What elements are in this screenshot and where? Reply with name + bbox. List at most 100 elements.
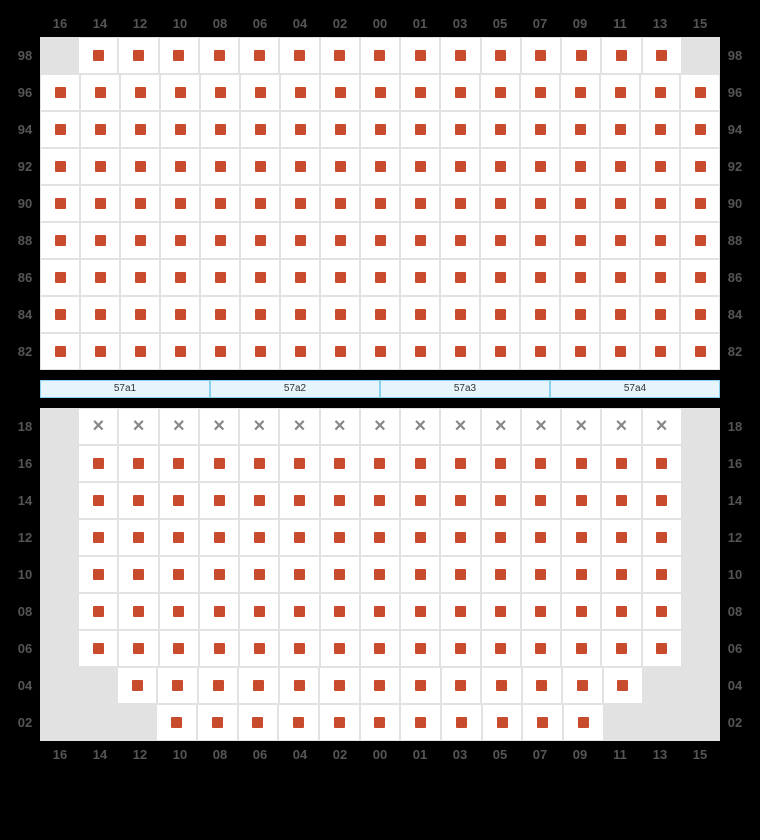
seat-cell[interactable]	[360, 556, 400, 593]
seat-cell[interactable]	[440, 37, 480, 74]
seat-cell[interactable]	[441, 667, 481, 704]
seat-cell[interactable]	[680, 185, 720, 222]
seat-cell[interactable]	[560, 222, 600, 259]
seat-cell[interactable]: ×	[440, 408, 480, 445]
seat-cell[interactable]	[159, 482, 199, 519]
seat-cell[interactable]	[440, 296, 480, 333]
seat-cell[interactable]	[563, 704, 604, 741]
seat-cell[interactable]	[360, 482, 400, 519]
seat-cell[interactable]	[199, 593, 239, 630]
seat-cell[interactable]	[279, 519, 319, 556]
seat-cell[interactable]	[159, 556, 199, 593]
seat-cell[interactable]	[199, 482, 239, 519]
seat-cell[interactable]	[40, 296, 80, 333]
seat-cell[interactable]	[522, 667, 562, 704]
seat-cell[interactable]	[279, 667, 319, 704]
seat-cell[interactable]	[199, 37, 239, 74]
seat-cell[interactable]	[440, 519, 480, 556]
seat-cell[interactable]	[120, 74, 160, 111]
seat-cell[interactable]	[640, 259, 680, 296]
seat-cell[interactable]	[78, 630, 118, 667]
seat-cell[interactable]	[200, 148, 240, 185]
seat-cell[interactable]	[40, 259, 80, 296]
seat-cell[interactable]	[521, 445, 561, 482]
seat-cell[interactable]	[240, 259, 280, 296]
seat-cell[interactable]	[521, 519, 561, 556]
seat-cell[interactable]	[600, 74, 640, 111]
seat-cell[interactable]	[120, 296, 160, 333]
seat-cell[interactable]	[320, 333, 360, 370]
seat-cell[interactable]	[200, 74, 240, 111]
seat-cell[interactable]	[520, 111, 560, 148]
seat-cell[interactable]	[159, 593, 199, 630]
seat-cell[interactable]	[640, 222, 680, 259]
seat-cell[interactable]: ×	[78, 408, 118, 445]
seat-cell[interactable]	[280, 74, 320, 111]
seat-cell[interactable]	[520, 74, 560, 111]
seat-cell[interactable]	[480, 74, 520, 111]
seat-cell[interactable]	[319, 704, 360, 741]
seat-cell[interactable]	[360, 111, 400, 148]
seat-cell[interactable]	[360, 630, 400, 667]
seat-cell[interactable]	[480, 296, 520, 333]
seat-cell[interactable]	[680, 259, 720, 296]
seat-cell[interactable]	[600, 148, 640, 185]
seat-cell[interactable]	[279, 593, 319, 630]
seat-cell[interactable]	[240, 333, 280, 370]
seat-cell[interactable]	[278, 704, 319, 741]
seat-cell[interactable]	[320, 148, 360, 185]
seat-cell[interactable]: ×	[279, 408, 319, 445]
seat-cell[interactable]	[200, 222, 240, 259]
seat-cell[interactable]	[601, 482, 641, 519]
seat-cell[interactable]	[680, 148, 720, 185]
seat-cell[interactable]	[319, 667, 359, 704]
seat-cell[interactable]	[480, 333, 520, 370]
seat-cell[interactable]	[561, 37, 601, 74]
seat-cell[interactable]	[78, 482, 118, 519]
seat-cell[interactable]: ×	[642, 408, 682, 445]
seat-cell[interactable]	[239, 519, 279, 556]
seat-cell[interactable]	[481, 556, 521, 593]
seat-cell[interactable]	[480, 259, 520, 296]
seat-cell[interactable]	[642, 482, 682, 519]
seat-cell[interactable]	[120, 259, 160, 296]
seat-cell[interactable]: ×	[561, 408, 601, 445]
seat-cell[interactable]	[440, 556, 480, 593]
seat-cell[interactable]	[440, 333, 480, 370]
seat-cell[interactable]	[240, 148, 280, 185]
seat-cell[interactable]	[280, 296, 320, 333]
seat-cell[interactable]	[156, 704, 197, 741]
seat-cell[interactable]	[520, 148, 560, 185]
seat-cell[interactable]	[160, 222, 200, 259]
seat-cell[interactable]	[400, 556, 440, 593]
seat-cell[interactable]	[279, 556, 319, 593]
seat-cell[interactable]	[601, 519, 641, 556]
seat-cell[interactable]	[118, 482, 158, 519]
seat-cell[interactable]	[80, 185, 120, 222]
seat-cell[interactable]	[440, 482, 480, 519]
seat-cell[interactable]	[160, 185, 200, 222]
seat-cell[interactable]	[640, 333, 680, 370]
seat-cell[interactable]	[320, 37, 360, 74]
seat-cell[interactable]	[440, 185, 480, 222]
seat-cell[interactable]	[561, 630, 601, 667]
seat-cell[interactable]	[640, 148, 680, 185]
seat-cell[interactable]	[642, 593, 682, 630]
seat-cell[interactable]	[78, 37, 118, 74]
seat-cell[interactable]	[320, 111, 360, 148]
seat-cell[interactable]: ×	[400, 408, 440, 445]
seat-cell[interactable]	[200, 296, 240, 333]
seat-cell[interactable]	[320, 259, 360, 296]
seat-cell[interactable]	[280, 333, 320, 370]
seat-cell[interactable]	[118, 556, 158, 593]
seat-cell[interactable]	[561, 593, 601, 630]
seat-cell[interactable]	[440, 74, 480, 111]
seat-cell[interactable]	[200, 333, 240, 370]
seat-cell[interactable]	[600, 333, 640, 370]
seat-cell[interactable]	[120, 111, 160, 148]
seat-cell[interactable]	[560, 333, 600, 370]
seat-cell[interactable]	[400, 259, 440, 296]
seat-cell[interactable]	[160, 148, 200, 185]
seat-cell[interactable]	[120, 333, 160, 370]
seat-cell[interactable]	[118, 445, 158, 482]
